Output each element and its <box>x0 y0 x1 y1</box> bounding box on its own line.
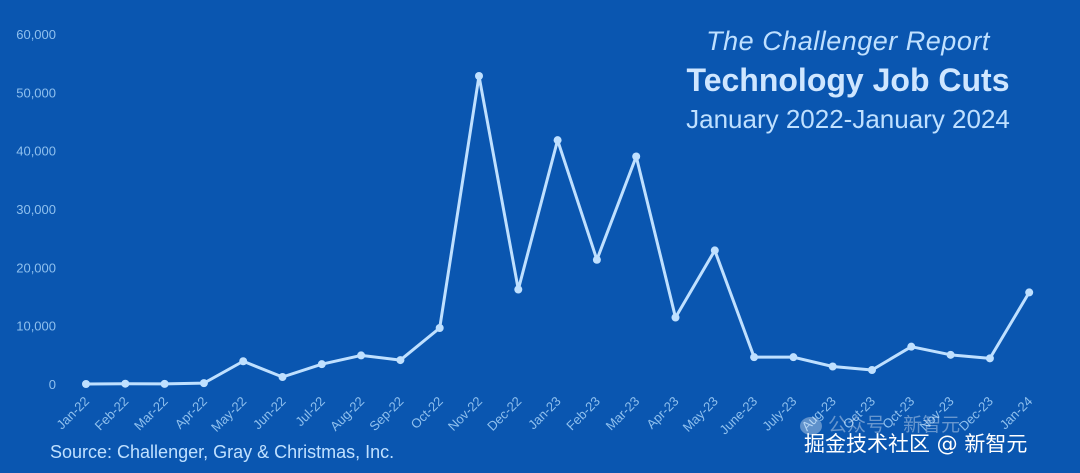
x-tick-label: Jan-23 <box>525 394 564 433</box>
x-tick-label: Oct-22 <box>408 394 446 432</box>
data-point <box>632 152 641 161</box>
x-tick-label: Aug-22 <box>327 394 367 434</box>
y-tick-label: 0 <box>49 377 56 392</box>
y-tick-label: 20,000 <box>16 260 56 275</box>
chart-title: The Challenger Report <box>706 26 990 56</box>
x-tick-label: Mar-23 <box>603 394 643 434</box>
x-tick-label: Feb-22 <box>92 394 132 434</box>
y-axis: 0 10,000 20,000 30,000 40,000 50,000 60,000 <box>16 27 56 392</box>
wechat-icon <box>800 416 822 435</box>
data-point <box>671 313 680 322</box>
y-tick-label: 30,000 <box>16 202 56 217</box>
chart-title-block: The Challenger Report Technology Job Cut… <box>648 22 1048 138</box>
watermark-line1: 公众号 · 新智元 <box>800 410 960 437</box>
data-point <box>396 356 405 365</box>
data-point <box>160 379 169 388</box>
data-point <box>710 246 719 255</box>
x-tick-label: Dec-22 <box>484 394 524 434</box>
data-point <box>475 72 483 80</box>
data-point <box>828 362 837 371</box>
data-point <box>750 353 759 362</box>
data-point <box>317 360 326 369</box>
x-tick-label: Jan-24 <box>997 394 1036 433</box>
y-tick-label: 10,000 <box>16 319 56 334</box>
x-tick-label: Jun-22 <box>250 394 289 433</box>
data-point <box>907 342 916 351</box>
data-point <box>278 373 287 381</box>
data-point <box>946 350 955 359</box>
x-tick-label: Jan-22 <box>53 394 92 433</box>
data-point <box>435 324 444 332</box>
data-point <box>82 380 90 388</box>
y-tick-label: 60,000 <box>16 27 56 42</box>
data-point <box>553 136 562 145</box>
y-tick-label: 40,000 <box>16 144 56 159</box>
data-point <box>199 379 208 388</box>
x-tick-label: June-23 <box>716 394 760 438</box>
x-tick-label: May-22 <box>208 394 249 435</box>
x-tick-label: Feb-23 <box>563 394 603 434</box>
x-tick-label: Nov-22 <box>445 394 485 434</box>
data-point <box>357 351 366 360</box>
chart-source: Source: Challenger, Gray & Christmas, In… <box>50 442 395 462</box>
x-tick-label: Apr-22 <box>172 394 210 432</box>
data-point <box>985 354 994 363</box>
data-point <box>789 353 798 362</box>
x-tick-label: Mar-22 <box>131 394 171 434</box>
data-point <box>592 255 601 264</box>
y-tick-label: 50,000 <box>16 85 56 100</box>
data-point <box>239 357 248 366</box>
data-point <box>868 366 876 374</box>
x-tick-label: Apr-23 <box>643 394 681 432</box>
x-tick-label: Jul-22 <box>292 394 328 430</box>
x-tick-label: Sep-22 <box>366 394 406 434</box>
chart-period: January 2022-January 2024 <box>686 104 1010 134</box>
watermark-line2: 掘金技术社区 @ 新智元 <box>804 432 1028 456</box>
chart-subtitle: Technology Job Cuts <box>686 62 1010 98</box>
x-tick-label: May-23 <box>680 394 721 435</box>
x-tick-label: July-23 <box>759 394 799 434</box>
watermark-text1: 公众号 · 新智元 <box>828 414 961 436</box>
data-point <box>1025 288 1034 297</box>
data-point <box>121 379 130 388</box>
series-tech-job-cuts <box>82 72 1034 388</box>
data-point <box>514 285 523 294</box>
